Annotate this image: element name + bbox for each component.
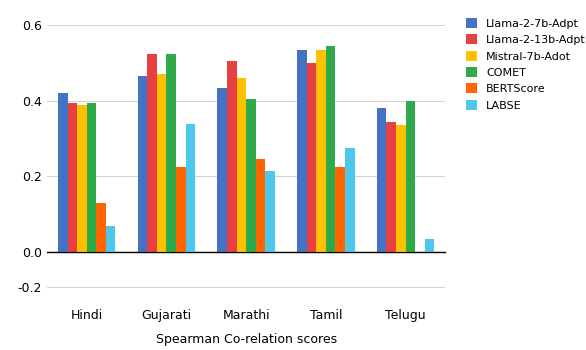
Bar xyxy=(246,99,255,252)
Bar xyxy=(415,217,425,224)
Bar xyxy=(87,103,96,252)
Bar xyxy=(67,103,77,252)
Bar xyxy=(406,101,415,252)
Bar xyxy=(176,167,186,252)
Bar xyxy=(306,63,316,252)
Bar xyxy=(377,108,386,252)
Bar xyxy=(237,78,246,252)
Bar xyxy=(106,225,115,252)
Bar xyxy=(297,50,306,252)
Legend: Llama-2-7b-Adpt, Llama-2-13b-Adpt, Mistral-7b-Adot, COMET, BERTScore, LABSE: Llama-2-7b-Adpt, Llama-2-13b-Adpt, Mistr… xyxy=(463,15,586,114)
Bar xyxy=(58,93,67,252)
Bar xyxy=(335,167,345,252)
Bar xyxy=(217,88,227,252)
Bar xyxy=(227,61,237,252)
Bar xyxy=(425,239,434,252)
Bar xyxy=(157,75,166,252)
Bar xyxy=(316,50,326,252)
Text: Spearman Co-relation scores: Spearman Co-relation scores xyxy=(155,333,337,346)
Bar xyxy=(147,54,157,252)
Bar xyxy=(186,124,195,252)
Bar xyxy=(345,148,355,252)
Bar xyxy=(166,54,176,252)
Bar xyxy=(265,171,275,252)
Bar xyxy=(326,46,335,252)
Bar xyxy=(77,105,87,252)
Bar xyxy=(138,76,147,252)
Bar xyxy=(255,160,265,252)
Bar xyxy=(386,122,396,252)
Bar xyxy=(415,252,425,260)
Bar xyxy=(96,203,106,252)
Bar xyxy=(396,125,406,252)
